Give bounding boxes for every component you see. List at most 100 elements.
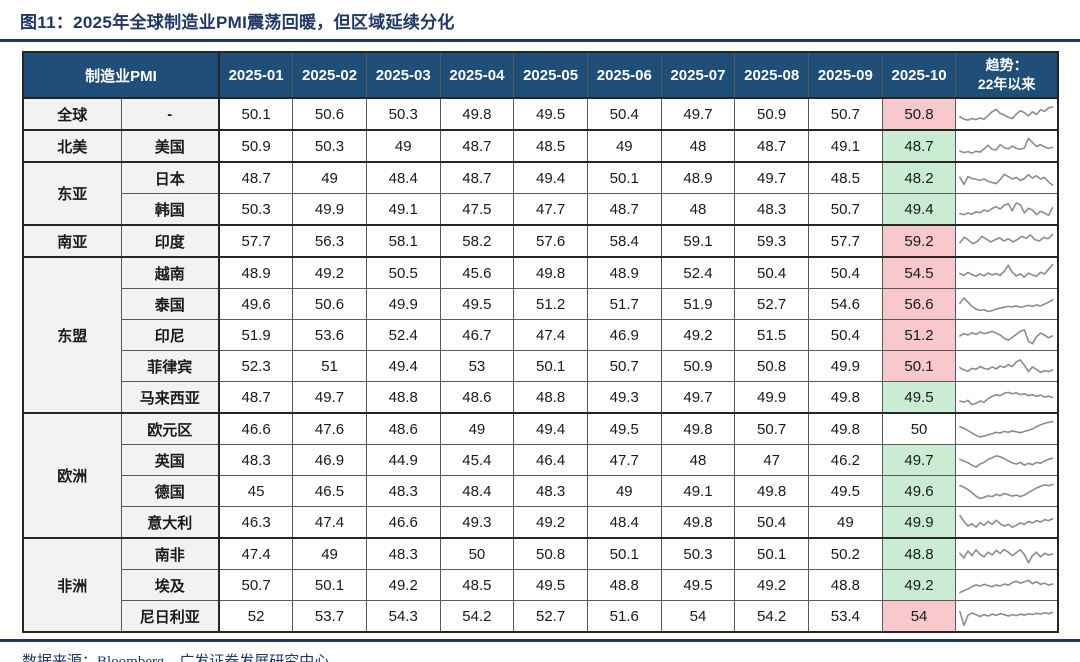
- value-cell: 47: [734, 444, 809, 476]
- value-cell: 45.6: [439, 256, 515, 289]
- table-row: 全球 -50.1 50.6 50.3 49.8 49.5 50.4 49.7 50.9 50.7 5…: [22, 97, 1059, 131]
- table-row: 北美 美国 50.9 50.3 49 48.7 48.5 49 48 48.7 49.1 48.7: [22, 129, 1059, 163]
- value-cell: 48.4: [365, 161, 441, 194]
- trend-column-header: 趋势： 22年以来: [955, 51, 1059, 99]
- table-row: 韩国 50.3 49.9 49.1 47.5 47.7 48.7 48 48.3 50.7 49.4: [23, 193, 1059, 226]
- value-cell: 57.7: [808, 224, 883, 258]
- value-cell: 58.4: [586, 224, 662, 258]
- value-cell: 56.3: [292, 224, 367, 258]
- value-cell: 50.6: [292, 97, 367, 131]
- value-cell: 50.8: [734, 350, 809, 382]
- trend-header-line1: 趋势：: [985, 57, 1028, 74]
- sparkline-cell: [955, 569, 1059, 601]
- value-cell: 59.3: [734, 224, 809, 258]
- latest-value-cell: 49.9: [881, 506, 957, 539]
- value-cell: 50.7: [734, 412, 809, 445]
- sparkline-chart: [958, 384, 1055, 411]
- latest-value-cell: 50.8: [881, 97, 957, 131]
- table-row: 埃及 50.7 50.1 49.2 48.5 49.5 48.8 49.5 49.2 48.8 49…: [23, 569, 1059, 601]
- value-cell: 48.3: [513, 475, 588, 507]
- value-cell: 49.8: [808, 381, 883, 414]
- table-header-row: 制造业PMI 2025-01 2025-02 2025-03 2025-04 2025-…: [22, 51, 1059, 99]
- country-cell: 英国: [120, 444, 220, 476]
- month-header: 2025-07: [660, 51, 736, 99]
- value-cell: 54.3: [365, 600, 441, 633]
- value-cell: 50.8: [513, 537, 588, 570]
- pmi-table: 制造业PMI 2025-01 2025-02 2025-03 2025-04 2025-…: [22, 51, 1059, 633]
- value-cell: 54: [660, 600, 736, 633]
- month-header: 2025-03: [365, 51, 441, 99]
- value-cell: 48: [660, 129, 736, 163]
- value-cell: 49: [365, 129, 441, 163]
- value-cell: 57.6: [513, 224, 588, 258]
- value-cell: 44.9: [365, 444, 441, 476]
- value-cell: 46.9: [586, 319, 662, 351]
- sparkline-chart: [958, 196, 1055, 223]
- value-cell: 48.9: [660, 161, 736, 194]
- month-header: 2025-01: [218, 51, 294, 99]
- latest-value-cell: 49.4: [881, 193, 957, 226]
- month-header: 2025-02: [292, 51, 367, 99]
- value-cell: 49.5: [808, 475, 883, 507]
- value-cell: 54.2: [439, 600, 515, 633]
- value-cell: 47.7: [586, 444, 662, 476]
- latest-value-cell: 54: [881, 600, 957, 633]
- value-cell: 58.1: [365, 224, 441, 258]
- value-cell: 49.2: [734, 569, 809, 601]
- value-cell: 48.7: [439, 161, 515, 194]
- value-cell: 50.9: [218, 129, 294, 163]
- value-cell: 45: [218, 475, 294, 507]
- value-cell: 48.9: [218, 256, 294, 289]
- value-cell: 50.3: [218, 193, 294, 226]
- country-cell: 美国: [120, 129, 220, 163]
- trend-header-line2: 22年以来: [977, 76, 1036, 92]
- value-cell: 46.6: [218, 412, 294, 445]
- value-cell: 48.3: [365, 475, 441, 507]
- value-cell: 47.4: [513, 319, 588, 351]
- value-cell: 49.1: [365, 193, 441, 226]
- sparkline-chart: [958, 478, 1055, 505]
- value-cell: 46.4: [513, 444, 588, 476]
- value-cell: 53.6: [292, 319, 367, 351]
- value-cell: 50.1: [586, 161, 662, 194]
- value-cell: 49: [586, 475, 662, 507]
- value-cell: 50.1: [218, 97, 294, 131]
- sparkline-chart: [958, 447, 1055, 474]
- sparkline-cell: [955, 224, 1059, 258]
- value-cell: 46.9: [292, 444, 367, 476]
- region-cell: 非洲: [22, 537, 122, 633]
- value-cell: 51.5: [734, 319, 809, 351]
- value-cell: 50.4: [734, 506, 809, 539]
- value-cell: 46.6: [365, 506, 441, 539]
- country-cell: 德国: [120, 475, 220, 507]
- value-cell: 50.4: [808, 256, 883, 289]
- value-cell: 48.8: [513, 381, 588, 414]
- value-cell: 53.4: [808, 600, 883, 633]
- latest-value-cell: 56.6: [881, 288, 957, 320]
- value-cell: 49.8: [808, 412, 883, 445]
- table-row: 欧洲 欧元区 46.6 47.6 48.6 49 49.4 49.5 49.8 50.7 49.8 5…: [22, 412, 1059, 539]
- country-cell: 越南: [120, 256, 220, 289]
- sparkline-chart: [958, 133, 1055, 160]
- value-cell: 52.7: [513, 600, 588, 633]
- value-cell: 52.4: [365, 319, 441, 351]
- sparkline-chart: [958, 165, 1055, 192]
- latest-value-cell: 49.7: [881, 444, 957, 476]
- value-cell: 52.7: [734, 288, 809, 320]
- value-cell: 50.5: [365, 256, 441, 289]
- value-cell: 49.8: [439, 97, 515, 131]
- value-cell: 51.9: [218, 319, 294, 351]
- value-cell: 49.2: [513, 506, 588, 539]
- country-cell: 尼日利亚: [120, 600, 220, 633]
- latest-value-cell: 51.2: [881, 319, 957, 351]
- value-cell: 51.7: [586, 288, 662, 320]
- value-cell: 48.5: [808, 161, 883, 194]
- sparkline-chart: [958, 353, 1055, 380]
- table-row: 马来西亚 48.7 49.7 48.8 48.6 48.8 49.3 49.7 49.9 49.8…: [23, 381, 1059, 414]
- value-cell: 46.3: [218, 506, 294, 539]
- value-cell: 49.7: [734, 161, 809, 194]
- latest-value-cell: 50: [881, 412, 957, 445]
- value-cell: 49.4: [513, 161, 588, 194]
- latest-value-cell: 49.6: [881, 475, 957, 507]
- value-cell: 49.3: [439, 506, 515, 539]
